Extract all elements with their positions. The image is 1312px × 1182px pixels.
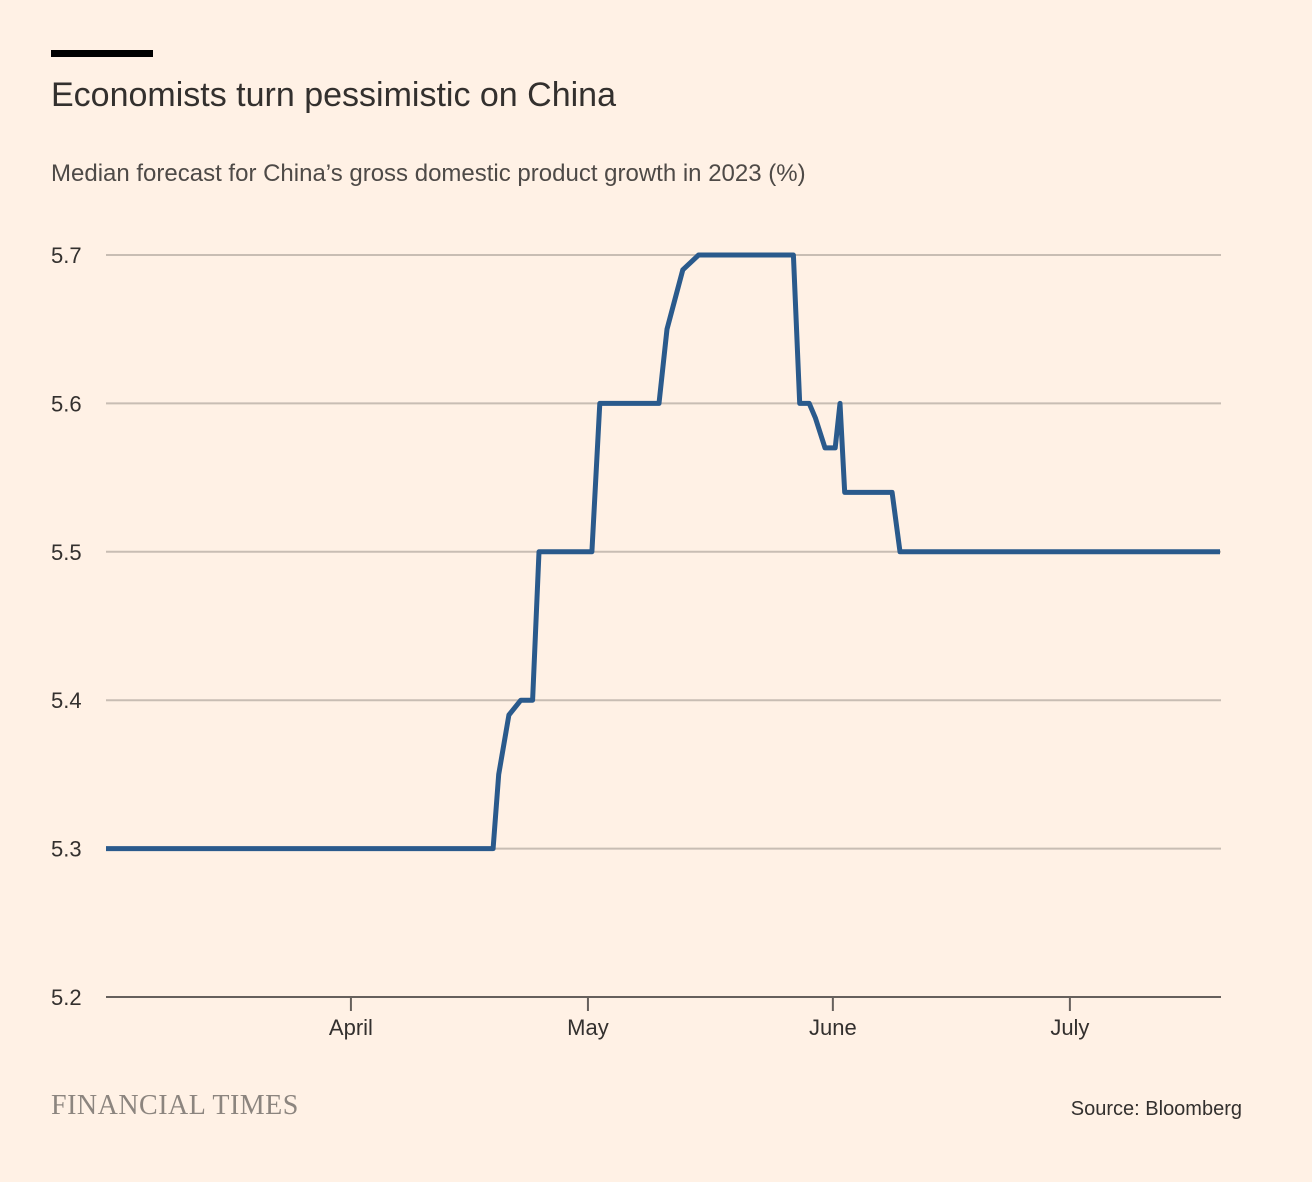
y-tick-label: 5.4 <box>51 688 82 713</box>
x-tick-label: July <box>1050 1015 1089 1040</box>
y-tick-label: 5.3 <box>51 837 82 862</box>
top-rule <box>51 50 153 57</box>
y-tick-label: 5.5 <box>51 540 82 565</box>
source-note: Source: Bloomberg <box>1070 1098 1242 1120</box>
x-tick-label: June <box>809 1015 857 1040</box>
chart-title: Economists turn pessimistic on China <box>51 76 617 114</box>
x-tick-label: April <box>329 1015 373 1040</box>
chart-subtitle: Median forecast for China’s gross domest… <box>51 160 806 187</box>
y-tick-label: 5.7 <box>51 243 82 268</box>
series-line-median-forecast <box>106 252 1220 852</box>
x-tick-label: May <box>567 1015 609 1040</box>
y-tick-label: 5.6 <box>51 391 82 416</box>
y-tick-label: 5.2 <box>51 985 82 1010</box>
financial-times-logo: FINANCIAL TIMES <box>51 1090 299 1121</box>
